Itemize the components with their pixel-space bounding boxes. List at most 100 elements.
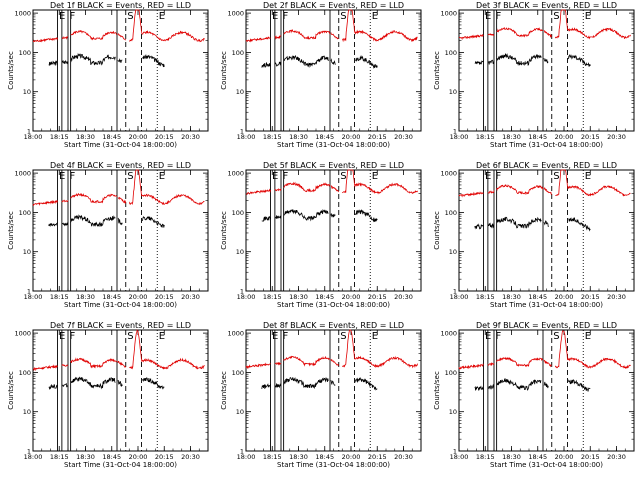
y-tick-label: 10 [236,248,244,256]
lld-series-line [32,199,58,207]
lld-series-line [555,169,568,196]
chart-title: Det 3f BLACK = Events, RED = LLD [476,1,617,10]
y-tick-label: 100 [445,369,457,377]
x-axis-label: Start Time (31-Oct-04 18:00:00) [64,461,177,469]
lld-series-line [487,362,495,367]
lld-series-line [283,355,331,367]
detector-panel: Det 5f BLACK = Events, RED = LLD 1 10 100 10… [213,160,426,320]
x-tick-label: 18:45 [528,133,547,141]
events-series-line [355,377,371,387]
detector-panel: Det 4f BLACK = Events, RED = LLD 1 10 100 10… [0,160,213,320]
x-tick-label: 18:45 [315,453,334,461]
events-series-line [369,60,378,70]
y-tick-label: 100 [19,369,31,377]
event-marker-label: S [553,11,559,22]
chart-title: Det 9f BLACK = Events, RED = LLD [476,321,617,330]
x-tick-label: 18:15 [50,293,69,301]
x-tick-label: 18:45 [528,453,547,461]
y-tick-label: 1 [240,288,244,296]
events-series-line [543,57,549,64]
events-series-line [355,54,371,65]
y-tick-label: 100 [445,209,457,217]
x-tick-label: 18:15 [50,133,69,141]
events-series-line [70,214,116,228]
x-tick-label: 20:30 [607,453,626,461]
chart-title: Det 6f BLACK = Events, RED = LLD [476,161,617,170]
lld-series-line [283,28,331,40]
y-axis-label: Counts/sec [7,211,15,250]
y-axis-label: Counts/sec [7,51,15,90]
x-tick-label: 18:00 [237,293,256,301]
y-tick-label: 100 [232,209,244,217]
x-tick-label: 18:45 [528,293,547,301]
x-tick-label: 20:00 [342,133,361,141]
y-tick-label: 1 [453,128,457,136]
events-series-line [487,59,495,65]
events-series-line [142,376,158,385]
y-axis-label: Counts/sec [433,211,441,250]
x-tick-label: 18:15 [476,293,495,301]
lld-series-line [487,33,495,37]
events-series-line [70,52,116,66]
events-series-line [568,217,584,227]
y-tick-label: 1000 [14,330,31,338]
events-series-line [474,385,484,391]
y-tick-label: 1 [27,128,31,136]
events-series-line [61,382,69,388]
lld-series-line [245,188,271,195]
x-tick-label: 20:00 [342,453,361,461]
detector-panel: Det 8f BLACK = Events, RED = LLD 1 10 100 10… [213,320,426,480]
chart-svg: Det 1f BLACK = Events, RED = LLD 1 10 100 10… [7,1,209,149]
event-marker-label: F [496,11,502,22]
events-series-line [117,58,123,63]
x-tick-label: 18:00 [24,133,43,141]
x-tick-label: 18:30 [76,453,95,461]
y-tick-label: 1000 [227,170,244,178]
event-marker-label: S [127,11,133,22]
lld-series-line [354,355,418,369]
events-series-line [274,214,282,219]
lld-series-line [554,9,568,39]
events-series-line [543,381,549,389]
lld-series-line [32,364,58,372]
events-series-line [117,380,123,387]
lld-series-line [61,364,69,367]
x-tick-label: 20:30 [181,293,200,301]
x-tick-label: 20:15 [581,293,600,301]
y-tick-label: 1000 [227,330,244,338]
lld-series-line [70,357,118,369]
y-tick-label: 10 [449,88,457,96]
events-series-line [369,216,378,223]
y-tick-label: 1000 [440,330,457,338]
x-tick-label: 20:15 [368,133,387,141]
plot-frame [32,169,209,292]
x-tick-label: 18:30 [76,133,95,141]
detector-panel: Det 7f BLACK = Events, RED = LLD 1 10 100 10… [0,320,213,480]
events-series-line [583,223,591,232]
lld-series-line [70,30,118,41]
x-tick-label: 20:00 [555,133,574,141]
event-marker-label: E [372,11,378,22]
lld-series-line [283,181,331,193]
chart-svg: Det 4f BLACK = Events, RED = LLD 1 10 100 10… [7,161,209,309]
events-series-line [330,213,336,218]
lld-series-line [458,363,484,370]
x-tick-label: 18:00 [237,453,256,461]
lld-series-line [330,185,340,193]
lld-series-line [330,358,340,367]
lld-series-line [274,361,282,366]
y-tick-label: 10 [449,408,457,416]
chart-svg: Det 5f BLACK = Events, RED = LLD 1 10 100 10… [220,161,422,309]
x-tick-label: 20:00 [342,293,361,301]
plot-frame [245,9,422,132]
x-tick-label: 20:00 [129,453,148,461]
x-tick-label: 18:45 [315,293,334,301]
event-marker-label: E [372,331,378,342]
events-series-line [543,220,549,228]
event-marker-label: S [340,331,346,342]
x-tick-label: 18:15 [50,453,69,461]
x-axis-label: Start Time (31-Oct-04 18:00:00) [64,301,177,309]
event-marker-label: S [553,331,559,342]
y-tick-label: 1000 [440,170,457,178]
